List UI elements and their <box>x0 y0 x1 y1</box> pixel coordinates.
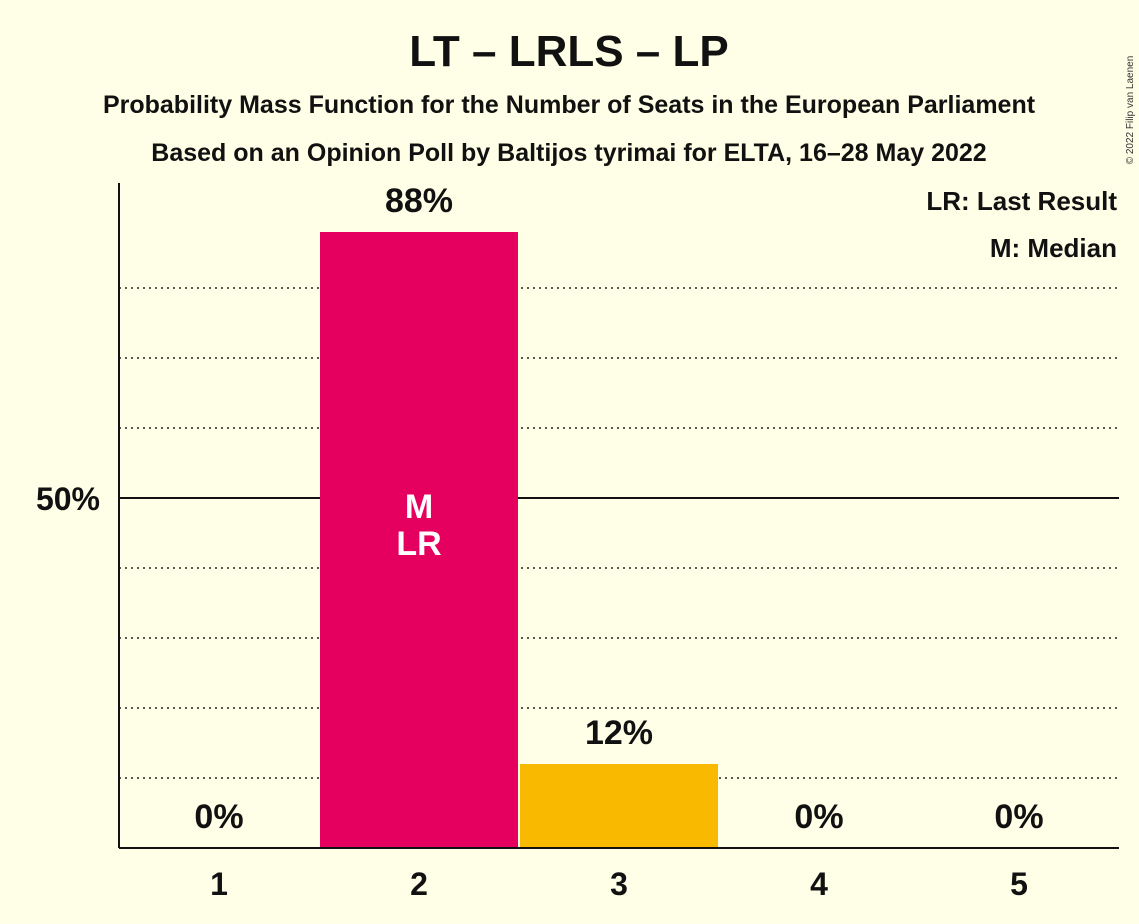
legend-last-result: LR: Last Result <box>926 186 1117 216</box>
value-label-3: 12% <box>585 714 653 752</box>
value-label-2: 88% <box>385 182 453 220</box>
gridlines <box>119 287 1119 779</box>
x-tick-3: 3 <box>610 866 628 902</box>
in-bar-label-m: M <box>405 488 433 526</box>
value-labels: 0% 1 88% MLR 2 12% 3 0% 4 0% 5 50% <box>36 182 1044 902</box>
chart-source: Based on an Opinion Poll by Baltijos tyr… <box>151 139 986 167</box>
axes <box>118 183 1119 849</box>
value-label-5: 0% <box>994 798 1043 836</box>
y-tick-50: 50% <box>36 481 100 517</box>
chart-subtitle: Probability Mass Function for the Number… <box>103 91 1036 119</box>
bar-3 <box>520 764 718 848</box>
bar-2 <box>320 232 518 848</box>
legend-median: M: Median <box>990 233 1117 263</box>
bars <box>320 232 718 848</box>
x-tick-2: 2 <box>410 866 428 902</box>
x-tick-5: 5 <box>1010 866 1028 902</box>
value-label-1: 0% <box>194 798 243 836</box>
x-tick-4: 4 <box>810 866 828 902</box>
x-tick-1: 1 <box>210 866 228 902</box>
in-bar-label-lr: LR <box>396 525 441 563</box>
value-label-4: 0% <box>794 798 843 836</box>
copyright-notice: © 2022 Filip van Laenen <box>1125 56 1136 165</box>
chart-title: LT – LRLS – LP <box>409 27 728 76</box>
